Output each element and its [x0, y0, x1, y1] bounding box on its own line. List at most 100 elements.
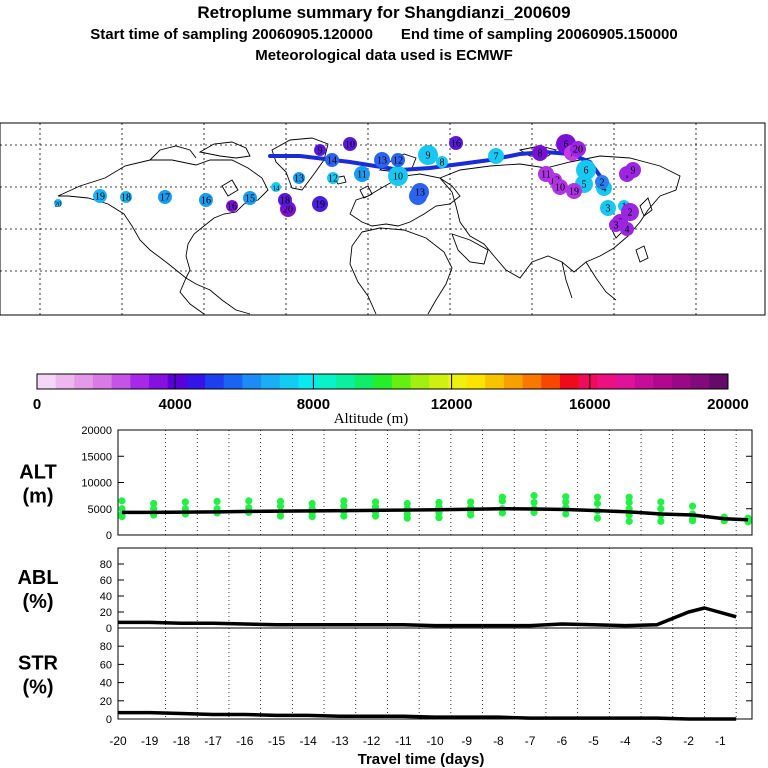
centroid-label: 13 — [415, 188, 425, 199]
altitude-point — [308, 513, 316, 521]
altitude-point — [435, 514, 443, 522]
coastlines — [57, 137, 681, 315]
centroid-marker: 15 — [243, 191, 257, 205]
altitude-point — [498, 497, 506, 505]
colorbar-cell — [130, 374, 150, 389]
colorbar-cell — [615, 374, 636, 389]
centroid-label: 12 — [328, 174, 338, 185]
y-tick-label: 0 — [106, 530, 112, 542]
x-tick-label: -15 — [268, 734, 286, 748]
centroid-marker: 3 — [600, 200, 616, 216]
centroid-marker: 9 — [314, 144, 326, 157]
x-tick-label: -5 — [588, 734, 599, 748]
altitude-point — [403, 514, 411, 522]
centroid-marker: 18 — [278, 193, 292, 207]
centroid-label: 9 — [318, 146, 323, 157]
centroid-label: 13 — [377, 156, 387, 167]
y-tick-label: 40 — [100, 678, 112, 690]
colorbar-cell — [223, 374, 243, 389]
centroid-marker: 14 — [271, 182, 281, 193]
x-tick-label: -8 — [493, 734, 504, 748]
altitude-point — [688, 502, 697, 510]
y-tick-label: 0 — [106, 714, 112, 726]
y-tick-label: 20000 — [81, 425, 112, 437]
centroid-label: 17 — [160, 193, 170, 204]
colorbar-tick-label: 20000 — [707, 396, 749, 413]
centroid-label: 3 — [614, 221, 619, 232]
colorbar-cell — [205, 374, 225, 389]
centroid-label: 19 — [569, 187, 579, 198]
centroid-marker: 19 — [566, 183, 582, 199]
centroid-marker: 14 — [325, 153, 339, 167]
centroid-marker: 16 — [199, 193, 213, 207]
colorbar-cell — [559, 374, 580, 389]
x-tick-label: -18 — [173, 734, 191, 748]
altitude-point — [593, 514, 602, 522]
y-tick-label: 10000 — [81, 478, 112, 490]
centroid-label: 20 — [573, 145, 583, 156]
centroid-label: 14 — [327, 156, 337, 167]
centroid-marker: 9 — [418, 145, 438, 165]
centroid-label: 16 — [227, 202, 237, 213]
colorbar-tick-label: 16000 — [569, 396, 611, 413]
centroid-marker: 3 — [609, 218, 623, 232]
altitude-point — [403, 499, 411, 508]
centroid-marker: 17 — [158, 190, 172, 204]
centroid-label: 13 — [294, 174, 304, 185]
colorbar-cell — [671, 374, 692, 389]
y-tick-label: 15000 — [81, 451, 112, 463]
colorbar-cell — [298, 374, 318, 389]
colorbar-cell — [279, 374, 299, 389]
x-tick-label: -19 — [141, 734, 159, 748]
time-series-panels: 20000150001000050000ALT(m)806040200ABL(%… — [17, 425, 753, 768]
colorbar-tick-label: 12000 — [431, 396, 473, 413]
altitude-point — [593, 493, 602, 501]
altitude-point — [562, 493, 570, 501]
altitude-point — [340, 512, 348, 520]
x-tick-label: -6 — [556, 734, 567, 748]
altitude-point — [308, 499, 316, 508]
altitude-point — [657, 498, 665, 506]
colorbar-cell — [391, 374, 412, 389]
centroid-label: 16 — [451, 139, 461, 150]
x-tick-label: -1 — [715, 734, 726, 748]
y-tick-label: 80 — [100, 641, 112, 653]
panel-unit: (%) — [22, 677, 53, 699]
colorbar-cell — [709, 374, 729, 389]
altitude-point — [625, 493, 633, 501]
colorbar-cell — [503, 374, 524, 389]
y-tick-label: 60 — [100, 575, 112, 587]
x-tick-label: -13 — [331, 734, 349, 748]
colorbar-cell — [653, 374, 673, 389]
colorbar-cell — [466, 374, 486, 389]
colorbar-cell — [634, 374, 654, 389]
centroid-label: 10 — [345, 140, 355, 151]
centroid-label: 14 — [273, 185, 281, 193]
x-tick-label: -10 — [426, 734, 444, 748]
centroid-label: 2 — [600, 178, 605, 189]
colorbar-cell — [429, 374, 449, 389]
x-axis-title: Travel time (days) — [358, 751, 485, 768]
centroid-label: 11 — [357, 170, 367, 181]
altitude-point — [245, 497, 253, 505]
altitude-point — [625, 517, 633, 525]
altitude-point — [371, 503, 380, 511]
start-time: Start time of sampling 20060905.120000 — [90, 26, 373, 43]
colorbar-cell — [447, 374, 468, 389]
y-tick-label: 80 — [100, 559, 112, 571]
colorbar-cell — [373, 374, 393, 389]
panel-title: ALT — [19, 462, 56, 484]
centroid-marker: 4 — [620, 222, 634, 236]
altitude-point — [562, 510, 570, 518]
centroid-marker: 20 — [570, 141, 586, 157]
altitude-point — [340, 502, 348, 510]
y-tick-label: 20 — [100, 696, 112, 708]
altitude-point — [562, 498, 570, 506]
centroid-marker: 18 — [120, 191, 132, 204]
centroid-label: 4 — [625, 225, 630, 236]
colorbar-cell — [485, 374, 505, 389]
centroid-label: 6 — [584, 166, 589, 177]
altitude-point — [213, 497, 221, 505]
colorbar-cell — [541, 374, 561, 389]
centroid-marker: 10 — [388, 166, 408, 186]
